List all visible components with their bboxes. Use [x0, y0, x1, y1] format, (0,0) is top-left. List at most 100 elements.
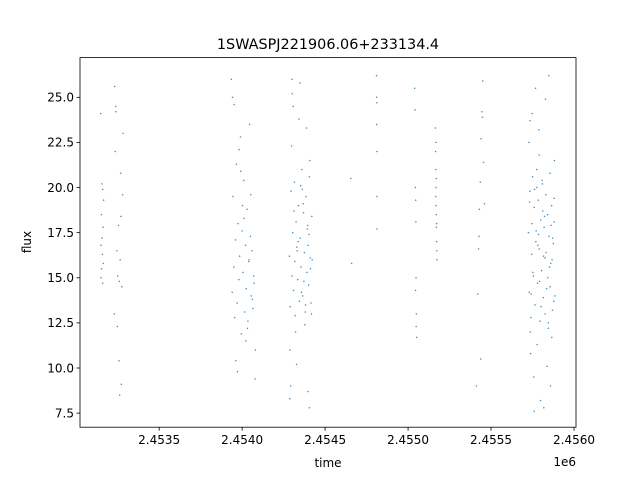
data-point [100, 277, 102, 279]
data-point [291, 92, 293, 95]
data-point [299, 184, 302, 187]
data-point [538, 154, 540, 156]
x-tick-label: 2.4560 [553, 433, 595, 447]
data-point [545, 251, 547, 254]
data-point [553, 221, 555, 223]
data-point [478, 208, 481, 210]
data-point [415, 336, 418, 339]
data-point [376, 228, 378, 230]
plot-frame [79, 57, 577, 428]
data-point [414, 289, 417, 292]
data-point [248, 123, 251, 126]
data-point [376, 150, 378, 153]
data-point [543, 406, 545, 409]
data-point [549, 172, 551, 174]
data-point [290, 145, 293, 147]
data-point [303, 280, 305, 283]
data-point [533, 376, 535, 378]
data-point [304, 304, 307, 306]
data-point [307, 284, 310, 286]
data-point [535, 168, 538, 171]
data-point [304, 311, 306, 313]
data-point [308, 406, 311, 409]
y-tick-label: 17.5 [47, 226, 74, 240]
data-point [238, 255, 241, 257]
data-point [529, 352, 532, 355]
data-point [350, 177, 352, 180]
data-point [376, 101, 378, 104]
data-point [540, 219, 542, 221]
data-point [302, 212, 305, 214]
data-point [538, 129, 540, 131]
data-point [121, 286, 123, 288]
chart-title: 1SWASPJ221906.06+233134.4 [217, 37, 439, 53]
y-tick-label: 12.5 [47, 316, 74, 330]
data-point [436, 249, 438, 252]
data-point [533, 410, 535, 413]
data-point [246, 208, 248, 210]
data-point [549, 286, 551, 288]
data-point [102, 199, 105, 201]
data-point [113, 313, 116, 315]
data-point [531, 112, 533, 115]
data-point [101, 253, 104, 256]
data-point [375, 74, 378, 77]
data-point [415, 313, 418, 315]
data-point [298, 118, 300, 120]
data-point [298, 300, 301, 302]
data-point [101, 183, 103, 185]
data-point [117, 224, 120, 227]
data-point [244, 244, 247, 247]
data-point [254, 349, 257, 351]
data-point [242, 271, 244, 274]
data-point [527, 231, 530, 234]
data-point [541, 183, 544, 185]
data-point [252, 307, 254, 310]
data-point [233, 266, 235, 268]
data-point [119, 258, 121, 261]
data-point [233, 103, 235, 106]
data-point [541, 179, 543, 182]
data-point [243, 311, 246, 313]
data-point [307, 390, 309, 393]
data-point [310, 313, 313, 315]
data-point [236, 370, 239, 373]
data-point [534, 87, 537, 90]
data-point [302, 203, 304, 205]
data-point [376, 195, 378, 198]
data-point [100, 244, 102, 247]
data-point [415, 325, 417, 328]
data-point [529, 190, 531, 192]
data-point [246, 327, 249, 330]
x-tick-label: 2.4545 [304, 433, 346, 447]
data-point [100, 267, 103, 270]
data-point [249, 235, 252, 238]
data-point [481, 80, 484, 82]
data-points [99, 74, 556, 413]
data-point [113, 85, 116, 88]
data-point [250, 295, 253, 297]
data-point [119, 172, 122, 174]
data-point [121, 194, 124, 196]
data-point [538, 280, 541, 283]
data-point [479, 181, 482, 183]
data-point [306, 271, 308, 274]
data-point [530, 316, 532, 319]
data-point [245, 287, 248, 290]
data-point [414, 199, 417, 201]
data-point [100, 213, 103, 216]
data-point [554, 295, 556, 297]
data-point [301, 295, 304, 297]
data-point [552, 237, 554, 239]
data-point [533, 206, 535, 209]
data-point [435, 240, 438, 243]
data-point [296, 278, 299, 281]
data-point [293, 210, 295, 212]
data-point [311, 258, 313, 261]
data-point [306, 228, 308, 230]
data-point [550, 204, 553, 207]
data-point [233, 316, 236, 319]
data-point [413, 87, 416, 90]
data-point [296, 246, 298, 248]
data-point [294, 314, 296, 317]
